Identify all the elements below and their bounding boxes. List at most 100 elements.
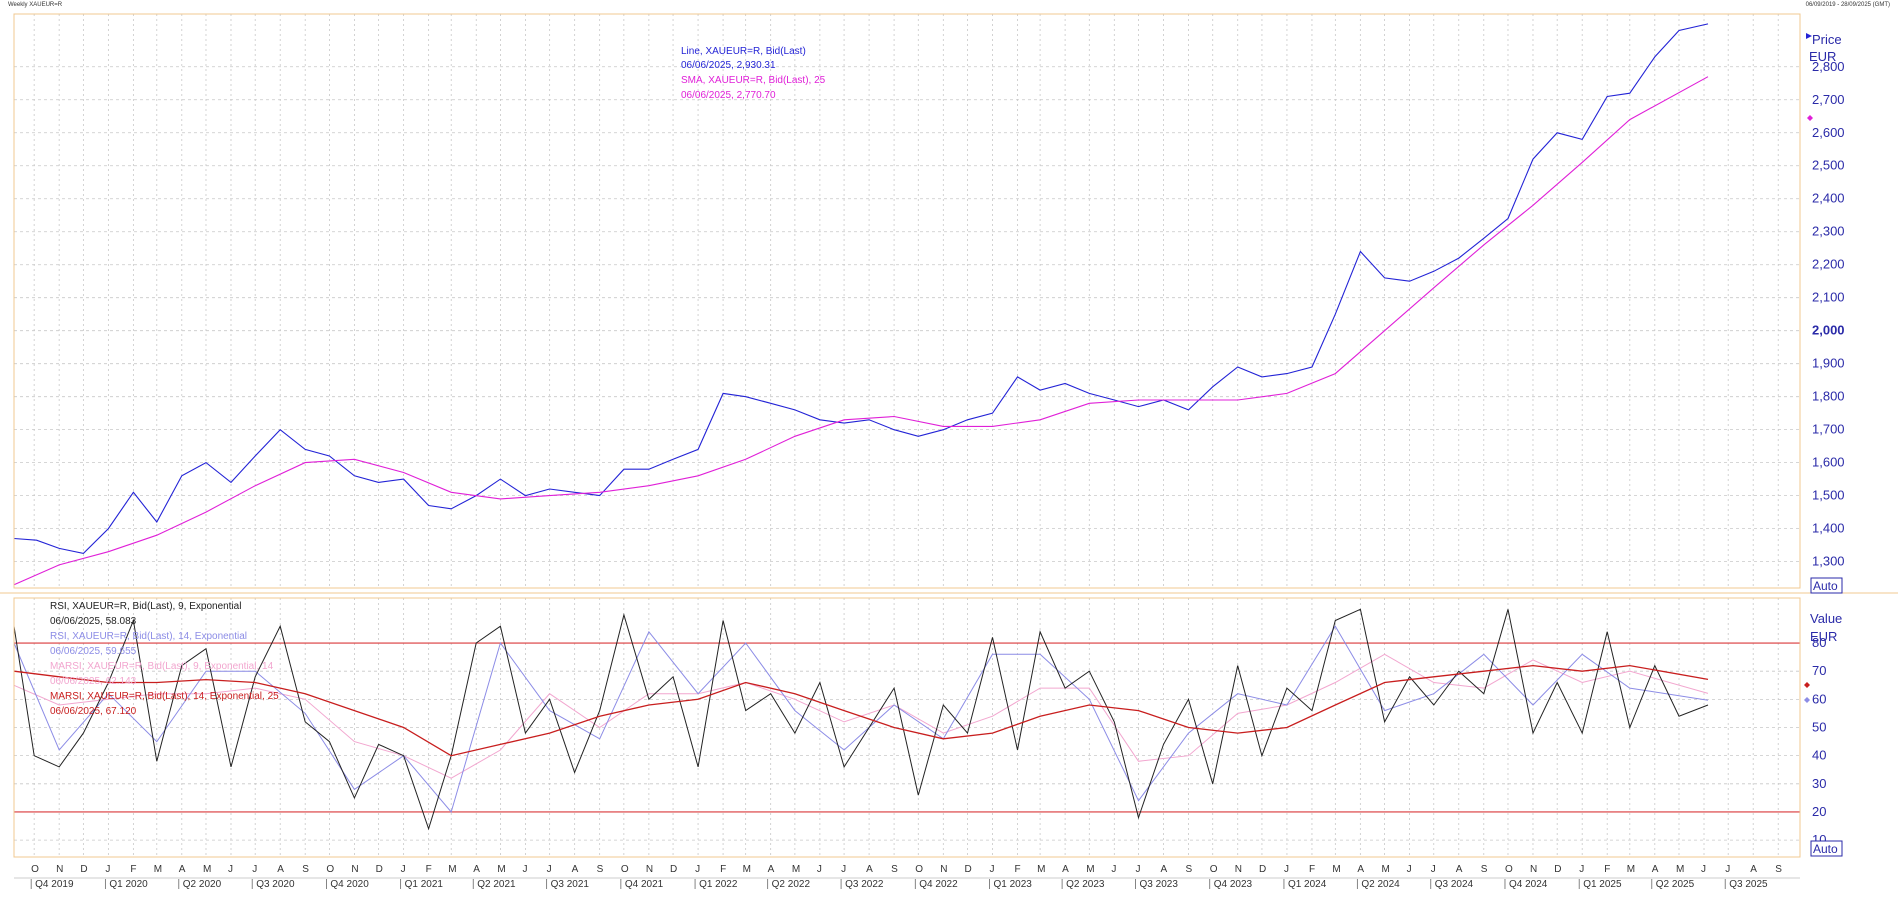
- rsi9-last-marker: [1804, 697, 1810, 703]
- month-tick-label: M: [1676, 864, 1684, 875]
- rsi9-series: [13, 608, 1709, 831]
- month-tick-label: J: [1579, 864, 1584, 875]
- month-tick-label: O: [1210, 864, 1218, 875]
- price-panel-series: [13, 23, 1709, 586]
- month-tick-label: N: [646, 864, 653, 875]
- month-tick-label: M: [1037, 864, 1045, 875]
- month-tick-label: S: [302, 864, 309, 875]
- price-tick-label: 1,400: [1812, 521, 1845, 536]
- month-tick-label: D: [1554, 864, 1561, 875]
- price-tick-label: 1,500: [1812, 488, 1845, 503]
- marsi9-series: [13, 653, 1709, 779]
- month-tick-label: A: [1652, 864, 1659, 875]
- rsi-auto-button[interactable]: Auto: [1813, 842, 1838, 856]
- rsi-tick-label: 40: [1812, 748, 1826, 763]
- rsi-legend-line-6: 06/06/2025, 62.143: [50, 676, 137, 687]
- chart-header-left: Weekly XAUEUR=R: [8, 2, 63, 8]
- month-tick-label: N: [1530, 864, 1537, 875]
- month-tick-label: A: [866, 864, 873, 875]
- quarter-tick-label: Q3 2022: [845, 879, 884, 890]
- month-tick-label: S: [1186, 864, 1193, 875]
- price-tick-label: 1,700: [1812, 422, 1845, 437]
- month-tick-label: O: [621, 864, 629, 875]
- month-tick-label: O: [1505, 864, 1513, 875]
- quarter-tick-label: Q4 2019: [35, 879, 74, 890]
- price-tick-label: 2,600: [1812, 125, 1845, 140]
- month-tick-label: F: [1015, 864, 1021, 875]
- quarter-tick-label: Q2 2023: [1066, 879, 1105, 890]
- month-tick-label: D: [965, 864, 972, 875]
- month-tick-label: J: [841, 864, 846, 875]
- quarter-tick-label: Q1 2022: [699, 879, 738, 890]
- quarter-tick-label: Q1 2023: [994, 879, 1033, 890]
- month-tick-label: A: [768, 864, 775, 875]
- price-tick-label: 2,200: [1812, 257, 1845, 272]
- month-tick-label: D: [80, 864, 87, 875]
- rsi-auto-button-box[interactable]: [1810, 840, 1843, 857]
- quarter-tick-label: Q1 2024: [1288, 879, 1327, 890]
- month-tick-label: J: [1725, 864, 1730, 875]
- rsi-legend-line-8: 06/06/2025, 67.120: [50, 706, 137, 717]
- month-tick-label: F: [720, 864, 726, 875]
- month-tick-label: N: [351, 864, 358, 875]
- month-tick-label: M: [1627, 864, 1635, 875]
- month-tick-label: S: [1481, 864, 1488, 875]
- month-tick-label: M: [203, 864, 211, 875]
- price-auto-button-box[interactable]: [1810, 577, 1843, 594]
- price-tick-label: 2,500: [1812, 158, 1845, 173]
- marsi14-last-marker: [1804, 682, 1810, 688]
- month-tick-label: J: [1111, 864, 1116, 875]
- month-tick-label: F: [1604, 864, 1610, 875]
- month-tick-label: J: [228, 864, 233, 875]
- quarter-tick-label: Q3 2025: [1729, 879, 1768, 890]
- month-tick-label: J: [1284, 864, 1289, 875]
- month-tick-label: F: [426, 864, 432, 875]
- price-legend-line-3: SMA, XAUEUR=R, Bid(Last), 25: [681, 75, 826, 86]
- quarter-tick-label: Q3 2024: [1435, 879, 1474, 890]
- month-tick-label: M: [792, 864, 800, 875]
- price-axis-unit: EUR: [1809, 49, 1836, 64]
- sma-line-series: [13, 76, 1709, 586]
- month-tick-label: A: [1750, 864, 1757, 875]
- quarter-tick-label: Q3 2020: [256, 879, 295, 890]
- price-panel-grid: [14, 14, 1800, 588]
- month-tick-label: N: [1235, 864, 1242, 875]
- quarter-tick-label: Q4 2021: [625, 879, 664, 890]
- month-tick-label: A: [1161, 864, 1168, 875]
- month-tick-label: F: [130, 864, 136, 875]
- month-tick-label: D: [670, 864, 677, 875]
- price-axis: 1,300 1,400 1,500 1,600 1,700 1,800 1,900 2,000…: [1812, 59, 1845, 569]
- price-tick-label: 1,600: [1812, 455, 1845, 470]
- month-tick-label: S: [891, 864, 898, 875]
- month-tick-label: J: [1136, 864, 1141, 875]
- price-plot-border: [13, 13, 1801, 589]
- sma-last-marker: [1807, 115, 1813, 121]
- rsi-tick-label: 20: [1812, 804, 1826, 819]
- month-tick-label: N: [940, 864, 947, 875]
- quarter-tick-label: Q4 2023: [1214, 879, 1253, 890]
- price-tick-label: 1,800: [1812, 389, 1845, 404]
- price-tick-label: 2,100: [1812, 290, 1845, 305]
- month-tick-label: S: [597, 864, 604, 875]
- price-tick-label: 2,400: [1812, 191, 1845, 206]
- month-tick-label: J: [695, 864, 700, 875]
- price-last-marker: [1806, 33, 1812, 39]
- month-tick-label: J: [547, 864, 552, 875]
- rsi-legend: RSI, XAUEUR=R, Bid(Last), 9, Exponential…: [50, 601, 279, 717]
- price-legend-line-4: 06/06/2025, 2,770.70: [681, 90, 776, 101]
- month-tick-label: M: [1086, 864, 1094, 875]
- month-tick-label: J: [1407, 864, 1412, 875]
- quarter-tick-label: Q2 2022: [772, 879, 811, 890]
- rsi-panel-grid: [14, 598, 1800, 857]
- rsi14-series: [13, 625, 1709, 814]
- month-tick-label: S: [1775, 864, 1782, 875]
- panel-borders: [0, 13, 1898, 858]
- quarter-tick-label: Q2 2025: [1656, 879, 1695, 890]
- month-tick-label: D: [376, 864, 383, 875]
- rsi-tick-label: 60: [1812, 691, 1826, 706]
- price-auto-button[interactable]: Auto: [1813, 579, 1838, 593]
- rsi-tick-label: 70: [1812, 663, 1826, 678]
- month-tick-label: A: [179, 864, 186, 875]
- rsi-legend-line-4: 06/06/2025, 59.655: [50, 646, 137, 657]
